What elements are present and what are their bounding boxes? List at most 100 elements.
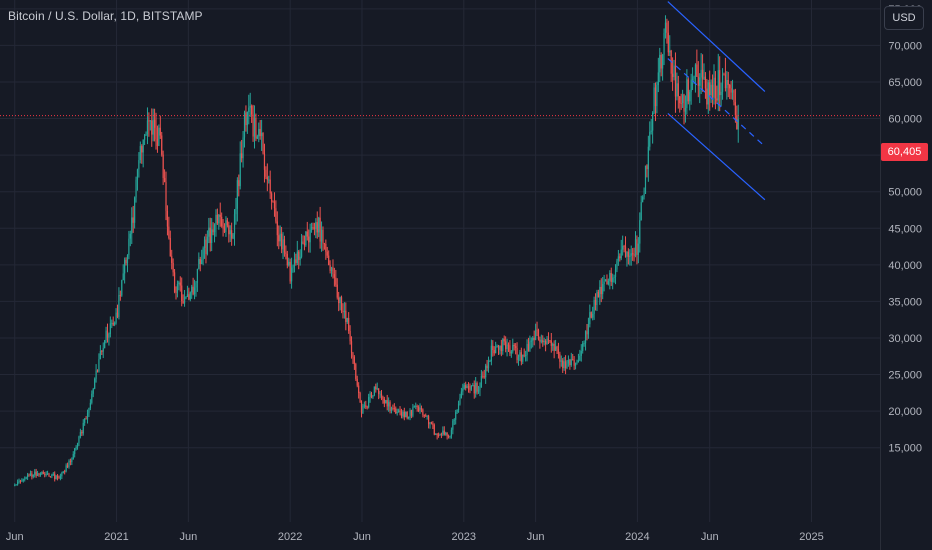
candle-body: [602, 284, 604, 295]
candle-body: [62, 471, 64, 474]
candle-body: [596, 291, 598, 306]
candle-body: [306, 231, 308, 237]
candle-body: [429, 422, 431, 425]
candle-body: [99, 351, 101, 360]
candle-body: [562, 360, 564, 369]
candle-body: [396, 411, 398, 414]
candle-body: [677, 83, 679, 97]
candle-body: [382, 396, 384, 399]
candle-body: [593, 300, 595, 314]
candle-body: [556, 346, 558, 350]
candle-body: [386, 400, 388, 407]
candle-body: [319, 217, 321, 242]
candle-body: [733, 90, 735, 103]
candle-body: [131, 217, 133, 234]
candle-body: [423, 414, 425, 416]
candle-body: [118, 295, 120, 317]
candle-body: [156, 139, 159, 146]
candle-body: [134, 197, 136, 223]
candle-body: [684, 107, 687, 112]
candle-body: [587, 324, 590, 335]
candle-body: [669, 50, 671, 53]
candle-body: [564, 361, 567, 369]
candle-body: [271, 193, 273, 202]
candle-body: [219, 214, 221, 217]
candle-body: [172, 262, 174, 273]
y-tick-label: 70,000: [888, 40, 922, 52]
candle-body: [289, 261, 291, 282]
candle-body: [303, 243, 306, 246]
candle-body: [26, 474, 29, 478]
candle-body: [614, 269, 617, 277]
candle-body: [368, 397, 370, 408]
candle-body: [672, 73, 674, 78]
candle-body: [338, 297, 340, 304]
candle-body: [165, 182, 167, 211]
candle-body: [477, 389, 480, 392]
candle-body: [406, 412, 408, 419]
candle-body: [363, 405, 365, 407]
candle-body: [102, 348, 104, 352]
time-axis[interactable]: Jun 2021 Jun 2022 Jun 2023 Jun 2024 Jun 2025: [6, 531, 824, 543]
candle-body: [493, 350, 495, 354]
candle-body: [704, 76, 707, 89]
candle-body: [223, 228, 226, 232]
candle-body: [469, 389, 471, 391]
candlestick-series: [14, 15, 739, 487]
candle-body: [546, 338, 548, 345]
candle-body: [288, 261, 290, 266]
candle-body: [422, 409, 424, 415]
candle-body: [235, 208, 237, 215]
candle-body: [136, 169, 139, 180]
candle-body: [286, 253, 288, 266]
candle-body: [554, 346, 557, 351]
candle-body: [470, 385, 472, 390]
candle-body: [343, 310, 345, 313]
channel-drawing[interactable]: [667, 1, 766, 201]
candle-body: [507, 344, 510, 346]
candle-body: [41, 472, 43, 474]
candle-body: [480, 375, 482, 387]
candle-body: [646, 165, 648, 170]
candle-body: [734, 102, 736, 116]
candle-body: [55, 476, 57, 479]
price-axis[interactable]: 75,00070,00065,00060,00055,00050,00045,0…: [880, 0, 923, 550]
candle-body: [527, 344, 530, 351]
candle-body: [58, 477, 60, 479]
candle-body: [222, 226, 224, 229]
candle-body: [176, 284, 179, 293]
candle-body: [279, 233, 281, 242]
candle-body: [459, 397, 461, 404]
candle-body: [660, 54, 662, 69]
candle-body: [452, 420, 454, 430]
channel-boundary-line[interactable]: [667, 112, 766, 201]
candle-body: [360, 402, 363, 413]
candle-body: [213, 224, 216, 233]
candle-body: [333, 274, 335, 278]
candle-body: [75, 446, 77, 449]
candle-body: [346, 317, 348, 322]
channel-boundary-line[interactable]: [667, 1, 766, 92]
candle-body: [545, 341, 547, 345]
candle-body: [610, 272, 612, 282]
candle-body: [98, 359, 100, 372]
candle-body: [619, 256, 621, 259]
candle-body: [713, 77, 715, 98]
candle-body: [14, 485, 16, 486]
candle-body: [532, 337, 534, 341]
candle-body: [335, 277, 337, 285]
candle-body: [201, 259, 203, 264]
chart-grid: [0, 0, 880, 522]
candle-body: [699, 77, 701, 86]
candle-body: [225, 220, 227, 232]
candle-body: [330, 267, 333, 271]
candle-body: [525, 355, 527, 356]
candle-body: [42, 472, 44, 474]
candle-body: [89, 402, 91, 409]
candle-body: [520, 352, 522, 362]
candle-body: [729, 84, 731, 89]
candle-body: [443, 430, 445, 435]
currency-button[interactable]: USD: [884, 6, 924, 30]
candle-body: [592, 313, 594, 318]
